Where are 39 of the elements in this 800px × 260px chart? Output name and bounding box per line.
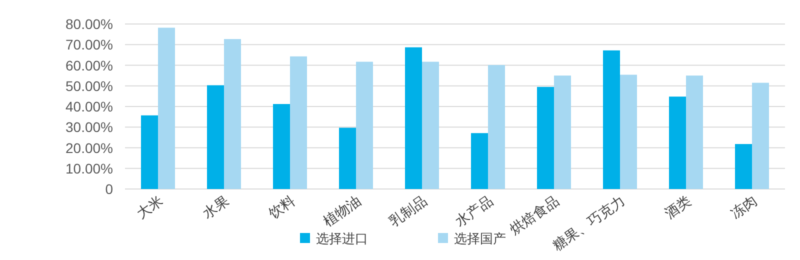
x-tick-label: 酒类 — [662, 192, 694, 222]
bar — [141, 115, 158, 189]
bar — [554, 76, 571, 189]
y-tick-label: 40.00% — [66, 98, 113, 114]
bar — [620, 74, 637, 189]
y-tick-label: 0 — [105, 181, 114, 197]
bar — [603, 50, 620, 189]
y-tick-label: 70.00% — [66, 36, 113, 53]
bar — [686, 76, 703, 189]
bar — [669, 96, 686, 189]
x-tick-label: 乳制品 — [386, 192, 430, 230]
y-tick-label: 50.00% — [66, 78, 113, 94]
legend-label: 选择进口 — [316, 231, 368, 246]
bar — [405, 47, 422, 189]
bar — [471, 133, 488, 189]
x-tick-label: 大米 — [134, 192, 166, 222]
bar — [273, 104, 290, 189]
bar — [158, 28, 175, 189]
x-tick-label: 植物油 — [320, 192, 364, 230]
y-tick-label: 80.00% — [66, 16, 113, 32]
bar — [207, 85, 224, 189]
y-tick-label: 20.00% — [66, 140, 113, 156]
x-tick-label: 水产品 — [452, 192, 496, 230]
bar — [290, 56, 307, 189]
x-tick-label: 水果 — [200, 192, 232, 222]
y-tick-label: 10.00% — [66, 160, 113, 176]
bar — [735, 144, 752, 189]
y-tick-label: 60.00% — [66, 57, 113, 74]
y-tick-label: 30.00% — [66, 119, 113, 136]
bar — [224, 39, 241, 189]
bar — [356, 62, 373, 189]
x-tick-label: 饮料 — [264, 192, 298, 222]
bar — [339, 128, 356, 189]
x-tick-label: 冻肉 — [728, 192, 760, 222]
bar — [752, 82, 769, 189]
bar — [537, 86, 554, 189]
legend-label: 选择国产 — [454, 231, 506, 246]
bar — [422, 62, 439, 189]
bar — [488, 65, 505, 189]
